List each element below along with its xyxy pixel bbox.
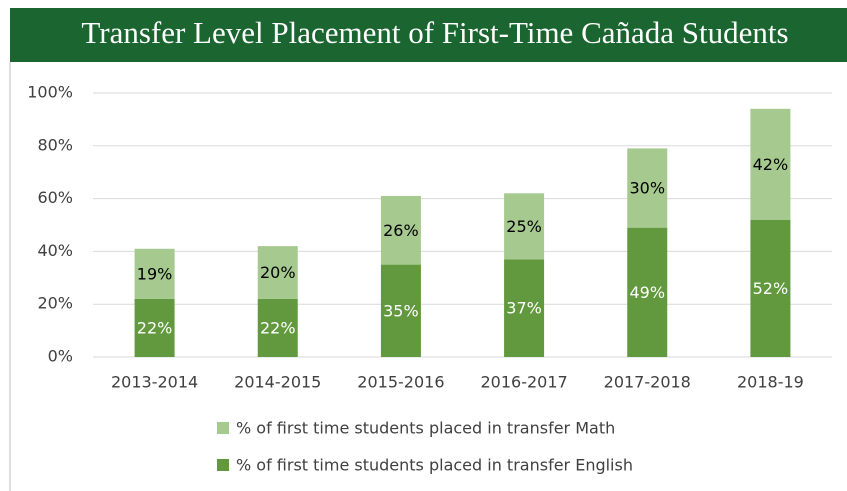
title-banner — [10, 8, 847, 62]
y-tick-label: 20% — [37, 294, 73, 313]
legend-label: % of first time students placed in trans… — [236, 419, 615, 438]
bar-segment — [257, 298, 298, 357]
y-tick-label: 80% — [37, 135, 73, 154]
data-label: 35% — [383, 301, 419, 320]
legend-swatch — [217, 459, 229, 471]
bar-segment — [380, 264, 421, 357]
y-tick-label: 100% — [27, 83, 73, 102]
data-label: 25% — [506, 217, 542, 236]
data-label: 42% — [753, 155, 789, 174]
legend-label: % of first time students placed in trans… — [236, 456, 633, 475]
bar-segment — [134, 298, 175, 357]
x-tick-label: 2017-2018 — [604, 373, 691, 392]
data-label: 22% — [260, 318, 296, 337]
data-label: 19% — [137, 264, 173, 283]
bar-segment — [750, 219, 791, 357]
x-tick-label: 2013-2014 — [111, 373, 198, 392]
data-label: 20% — [260, 263, 296, 282]
data-label: 52% — [753, 279, 789, 298]
x-tick-label: 2016-2017 — [480, 373, 567, 392]
bar-segment — [504, 193, 545, 260]
data-label: 49% — [629, 283, 665, 302]
bar-segment — [380, 195, 421, 265]
y-tick-label: 40% — [37, 241, 73, 260]
x-tick-label: 2015-2016 — [357, 373, 444, 392]
bar-segment — [750, 108, 791, 220]
bar-segment — [504, 259, 545, 357]
y-tick-label: 60% — [37, 188, 73, 207]
bar-segment — [627, 148, 668, 228]
y-tick-label: 0% — [48, 347, 73, 366]
bar-segment — [134, 248, 175, 299]
x-tick-label: 2018-19 — [737, 373, 804, 392]
bar-segment — [627, 227, 668, 357]
x-tick-label: 2014-2015 — [234, 373, 321, 392]
legend-swatch — [217, 422, 229, 434]
data-label: 37% — [506, 299, 542, 318]
data-label: 30% — [629, 179, 665, 198]
chart-title: Transfer Level Placement of First-Time C… — [81, 15, 788, 50]
bar-segment — [257, 246, 298, 299]
data-label: 22% — [137, 318, 173, 337]
data-label: 26% — [383, 221, 419, 240]
